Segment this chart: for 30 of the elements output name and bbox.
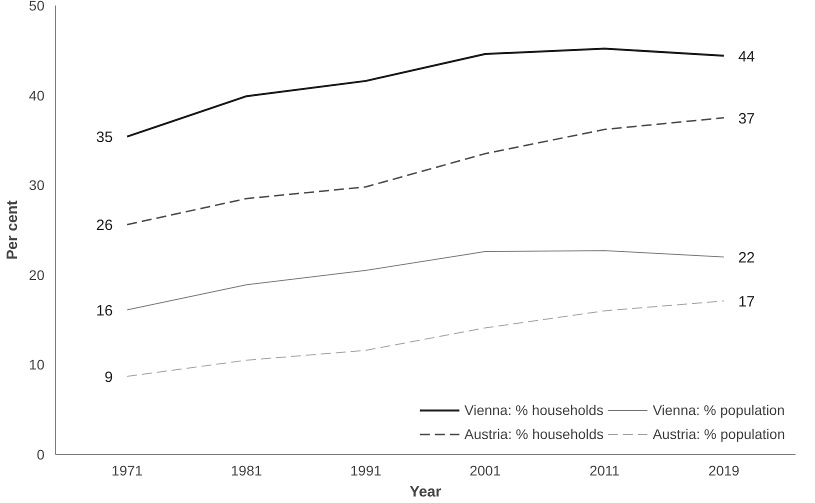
- data-label: 37: [738, 110, 755, 128]
- y-tick-label: 40: [28, 87, 45, 104]
- line-series: [126, 117, 725, 226]
- y-tick-label: 20: [28, 266, 45, 283]
- data-label: 44: [738, 48, 755, 66]
- x-tick-label: 2011: [589, 462, 620, 478]
- legend-label: Vienna: % households: [464, 402, 604, 418]
- data-label: 17: [738, 293, 755, 310]
- x-tick-label: 1971: [112, 462, 143, 478]
- line-series: [126, 300, 724, 377]
- data-label: 35: [96, 129, 113, 146]
- x-tick-label: 2001: [470, 462, 501, 478]
- data-label: 26: [96, 217, 113, 234]
- legend-label: Vienna: % population: [652, 402, 785, 418]
- x-tick-label: 1981: [230, 462, 262, 478]
- y-tick-label: 30: [28, 177, 45, 194]
- y-axis-title: Per cent: [4, 200, 21, 260]
- line-series: [126, 48, 725, 138]
- y-tick-label: 0: [36, 446, 45, 462]
- x-axis-title: Year: [410, 484, 442, 500]
- data-label: 22: [738, 249, 755, 266]
- legend-label: Austria: % households: [464, 426, 604, 442]
- x-tick-label: 2019: [708, 462, 740, 478]
- data-label: 16: [96, 302, 113, 320]
- y-tick-label: 50: [28, 0, 45, 14]
- line-series: [126, 250, 724, 310]
- data-label: 9: [104, 368, 113, 386]
- y-tick-label: 10: [28, 356, 45, 373]
- x-tick-label: 1991: [350, 462, 382, 478]
- legend-label: Austria: % population: [652, 426, 785, 442]
